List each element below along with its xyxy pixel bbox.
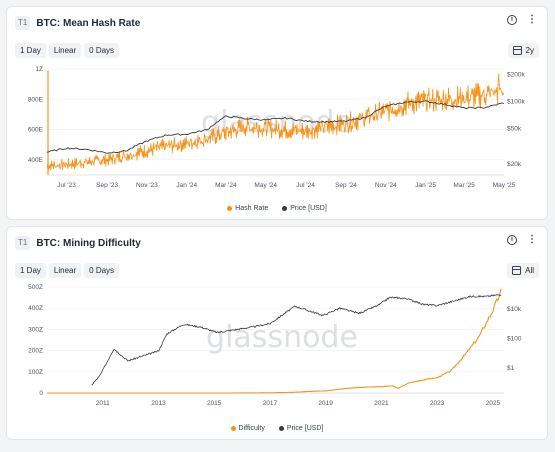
legend-item-price[interactable]: Price [USD] — [278, 425, 324, 432]
x-tick-label: Nov '23 — [136, 182, 158, 189]
series-difficulty-line — [47, 288, 502, 394]
y-right-tick-label: $1 — [507, 365, 515, 372]
x-tick-label: May '25 — [493, 182, 516, 189]
y-right-tick-label: $100k — [507, 98, 525, 105]
x-tick-label: Sep '24 — [335, 182, 357, 189]
y-right-tick-label: $200k — [507, 71, 525, 78]
chart-legend: Hash Rate Price [USD] — [7, 205, 547, 212]
y-left-tick-label: 500Z — [28, 284, 43, 291]
x-tick-label: Mar '24 — [215, 182, 237, 189]
range-selector[interactable]: 2y — [507, 43, 539, 58]
y-left-tick-label: 400Z — [28, 305, 43, 312]
x-tick-label: 2013 — [151, 400, 166, 407]
info-icon[interactable]: i — [507, 15, 517, 25]
x-tick-label: Jan '24 — [176, 182, 197, 189]
y-left-tick-label: 800E — [28, 96, 44, 103]
scale-button[interactable]: Linear — [48, 43, 82, 58]
y-left-tick-label: 200Z — [28, 348, 43, 355]
chart-title: BTC: Mining Difficulty — [36, 237, 141, 249]
x-tick-label: Nov '24 — [375, 182, 397, 189]
scale-button[interactable]: Linear — [48, 263, 82, 278]
card-header: T1 BTC: Mining Difficulty — [15, 235, 141, 251]
legend-swatch — [282, 206, 288, 211]
x-tick-label: Jul '23 — [57, 182, 76, 189]
series-price-line — [91, 294, 502, 386]
legend-swatch — [227, 206, 233, 211]
y-left-tick-label: 600E — [28, 127, 44, 134]
calendar-icon — [512, 46, 522, 55]
legend-item-price[interactable]: Price [USD] — [282, 205, 327, 212]
legend-swatch — [230, 426, 236, 431]
x-tick-label: 2017 — [263, 400, 278, 407]
y-right-tick-label: $50k — [507, 125, 522, 132]
x-tick-label: 2025 — [486, 400, 501, 407]
x-tick-label: 2019 — [318, 400, 333, 407]
hash-rate-chart: glassnode400E600E800E1Z$20k$50k$100k$200… — [28, 66, 526, 189]
chart-title: BTC: Mean Hash Rate — [36, 17, 141, 29]
x-tick-label: May '24 — [254, 182, 277, 189]
tier-badge: T1 — [15, 236, 31, 250]
x-tick-label: Jul '24 — [296, 182, 315, 189]
y-right-tick-label: $20k — [507, 161, 522, 168]
x-tick-label: Sep '23 — [96, 182, 118, 189]
legend-label: Price [USD] — [290, 205, 327, 212]
hash-rate-card: T1 BTC: Mean Hash Rate i ⋮ 1 Day Linear … — [6, 6, 548, 220]
moving-average-button[interactable]: 0 Days — [84, 43, 120, 58]
chart-toolbar: 1 Day Linear 0 Days — [15, 263, 120, 278]
y-left-tick-label: 100Z — [28, 369, 43, 376]
resolution-button[interactable]: 1 Day — [15, 43, 46, 58]
header-actions: i ⋮ — [507, 15, 537, 25]
tier-badge: T1 — [15, 16, 31, 30]
card-header: T1 BTC: Mean Hash Rate — [15, 15, 140, 31]
y-right-tick-label: $10k — [507, 306, 522, 313]
moving-average-button[interactable]: 0 Days — [84, 263, 120, 278]
series-price-line — [46, 100, 505, 154]
legend-label: Difficulty — [238, 425, 265, 432]
watermark: glassnode — [206, 320, 358, 355]
x-tick-label: 2015 — [207, 400, 222, 407]
difficulty-chart: glassnode 0 100Z 200Z 300Z 400Z 500Z $1 $100 $10k… — [28, 284, 522, 407]
calendar-icon — [512, 266, 522, 275]
y-left-tick-label: 0 — [39, 390, 43, 397]
info-icon[interactable]: i — [507, 235, 517, 245]
range-label: 2y — [525, 46, 534, 55]
x-tick-label: Jan '25 — [415, 182, 436, 189]
resolution-button[interactable]: 1 Day — [15, 263, 46, 278]
chart-legend: Difficulty Price [USD] — [7, 425, 547, 432]
y-right-tick-label: $100 — [507, 335, 522, 342]
legend-label: Hash Rate — [235, 205, 269, 212]
range-selector[interactable]: All — [507, 263, 539, 278]
more-options-icon[interactable]: ⋮ — [527, 234, 537, 245]
x-tick-label: Mar '25 — [453, 182, 475, 189]
y-left-tick-label: 1Z — [35, 66, 43, 73]
legend-item-hash-rate[interactable]: Hash Rate — [227, 205, 268, 212]
y-left-tick-label: 300Z — [28, 326, 43, 333]
difficulty-card: T1 BTC: Mining Difficulty i ⋮ 1 Day Line… — [6, 226, 548, 440]
x-tick-label: 2023 — [430, 400, 445, 407]
legend-label: Price [USD] — [286, 425, 324, 432]
more-options-icon[interactable]: ⋮ — [527, 14, 537, 25]
y-left-tick-label: 400E — [28, 157, 44, 164]
series-hash-rate-line — [46, 73, 505, 171]
chart-toolbar: 1 Day Linear 0 Days — [15, 43, 120, 58]
legend-item-difficulty[interactable]: Difficulty — [230, 425, 265, 432]
x-tick-label: 2021 — [374, 400, 389, 407]
x-tick-label: 2011 — [96, 400, 110, 407]
range-label: All — [525, 266, 534, 275]
legend-swatch — [278, 426, 284, 431]
header-actions: i ⋮ — [507, 235, 537, 245]
